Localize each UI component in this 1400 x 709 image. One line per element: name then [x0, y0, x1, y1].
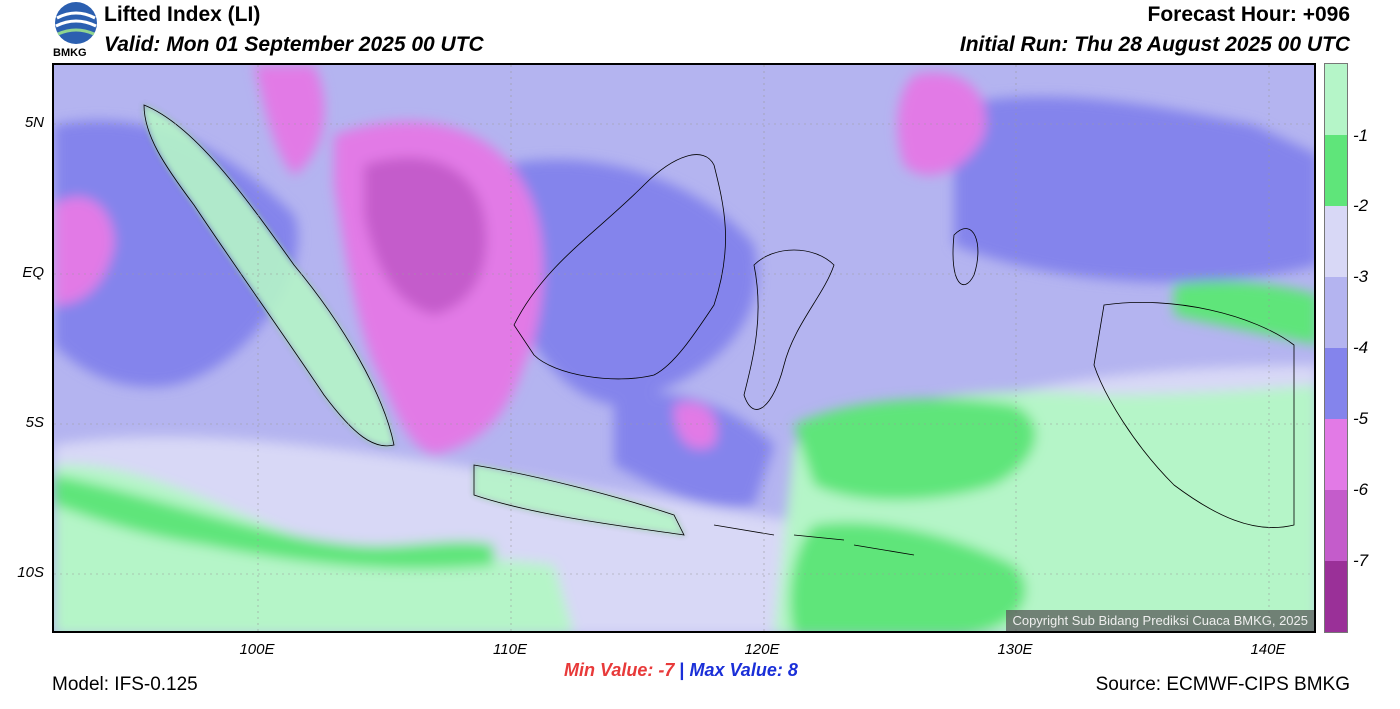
colorbar-swatch [1325, 490, 1347, 561]
lon-label-120e: 120E [744, 641, 780, 658]
forecast-hour: Forecast Hour: +096 [1147, 3, 1351, 26]
separator: | [679, 660, 685, 680]
lat-label-5n: 5N [24, 114, 44, 131]
colorbar-tick: -6 [1353, 480, 1369, 499]
colorbar-tick: -1 [1353, 126, 1369, 145]
max-value-label: Max Value: [689, 660, 783, 680]
colorbar-tick: -3 [1353, 267, 1369, 286]
colorbar-swatch [1325, 135, 1347, 206]
colorbar-tick: -4 [1353, 338, 1369, 357]
lon-label-100e: 100E [239, 641, 275, 658]
colorbar-swatch [1325, 348, 1347, 419]
max-value: 8 [787, 660, 798, 680]
colorbar-swatch [1325, 277, 1347, 348]
map-title: Lifted Index (LI) [104, 3, 261, 26]
colorbar-swatch [1325, 419, 1347, 490]
source-label: Source: ECMWF-CIPS BMKG [1095, 674, 1350, 695]
lat-label-10s: 10S [17, 564, 44, 581]
lat-label-eq: EQ [22, 264, 44, 281]
colorbar-tick: -2 [1353, 196, 1369, 215]
bmkg-logo [52, 0, 100, 62]
colorbar-tick: -7 [1353, 551, 1369, 570]
model-label: Model: IFS-0.125 [52, 674, 198, 695]
min-value: -7 [658, 660, 675, 680]
colorbar-swatch [1325, 206, 1347, 277]
colorbar [1324, 63, 1348, 633]
forecast-map [52, 63, 1316, 633]
colorbar-swatch [1325, 561, 1347, 632]
lat-label-5s: 5S [25, 414, 44, 431]
lon-label-110e: 110E [493, 641, 527, 658]
lon-label-140e: 140E [1250, 641, 1286, 658]
valid-time: Valid: Mon 01 September 2025 00 UTC [104, 33, 484, 56]
lon-label-130e: 130E [997, 641, 1033, 658]
copyright-notice: Copyright Sub Bidang Prediksi Cuaca BMKG… [1006, 610, 1314, 631]
min-max-values: Min Value: -7 | Max Value: 8 [564, 660, 798, 681]
logo-text: BMKG [53, 47, 87, 59]
colorbar-tick: -5 [1353, 409, 1369, 428]
initial-run: Initial Run: Thu 28 August 2025 00 UTC [959, 33, 1350, 56]
colorbar-swatch [1325, 64, 1347, 135]
min-value-label: Min Value: [564, 660, 654, 680]
